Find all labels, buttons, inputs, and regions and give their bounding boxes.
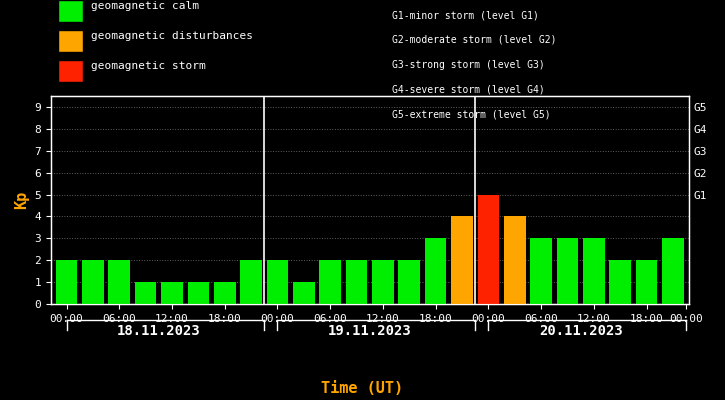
Text: 19.11.2023: 19.11.2023 xyxy=(328,324,412,338)
Bar xyxy=(425,238,447,304)
Bar xyxy=(267,260,289,304)
Bar xyxy=(56,260,78,304)
Text: G1-minor storm (level G1): G1-minor storm (level G1) xyxy=(392,10,539,20)
Bar xyxy=(636,260,658,304)
Text: G2-moderate storm (level G2): G2-moderate storm (level G2) xyxy=(392,35,556,45)
Text: geomagnetic calm: geomagnetic calm xyxy=(91,1,199,11)
Bar xyxy=(662,238,684,304)
Bar xyxy=(240,260,262,304)
Bar xyxy=(320,260,341,304)
Bar xyxy=(610,260,631,304)
Bar xyxy=(399,260,420,304)
Text: G5-extreme storm (level G5): G5-extreme storm (level G5) xyxy=(392,109,550,119)
Bar xyxy=(372,260,394,304)
Bar xyxy=(82,260,104,304)
Bar xyxy=(478,194,500,304)
Bar xyxy=(504,216,526,304)
Bar xyxy=(214,282,236,304)
Bar xyxy=(161,282,183,304)
Bar xyxy=(583,238,605,304)
Text: 20.11.2023: 20.11.2023 xyxy=(539,324,623,338)
Bar xyxy=(451,216,473,304)
Bar xyxy=(557,238,579,304)
Text: G4-severe storm (level G4): G4-severe storm (level G4) xyxy=(392,84,544,94)
Text: geomagnetic storm: geomagnetic storm xyxy=(91,61,205,71)
Bar xyxy=(530,238,552,304)
Y-axis label: Kp: Kp xyxy=(14,191,29,209)
Text: geomagnetic disturbances: geomagnetic disturbances xyxy=(91,31,252,41)
Text: 18.11.2023: 18.11.2023 xyxy=(117,324,201,338)
Text: G3-strong storm (level G3): G3-strong storm (level G3) xyxy=(392,60,544,70)
Bar xyxy=(293,282,315,304)
Bar xyxy=(346,260,368,304)
Bar xyxy=(135,282,157,304)
Bar xyxy=(109,260,130,304)
Text: Time (UT): Time (UT) xyxy=(321,381,404,396)
Bar xyxy=(188,282,210,304)
